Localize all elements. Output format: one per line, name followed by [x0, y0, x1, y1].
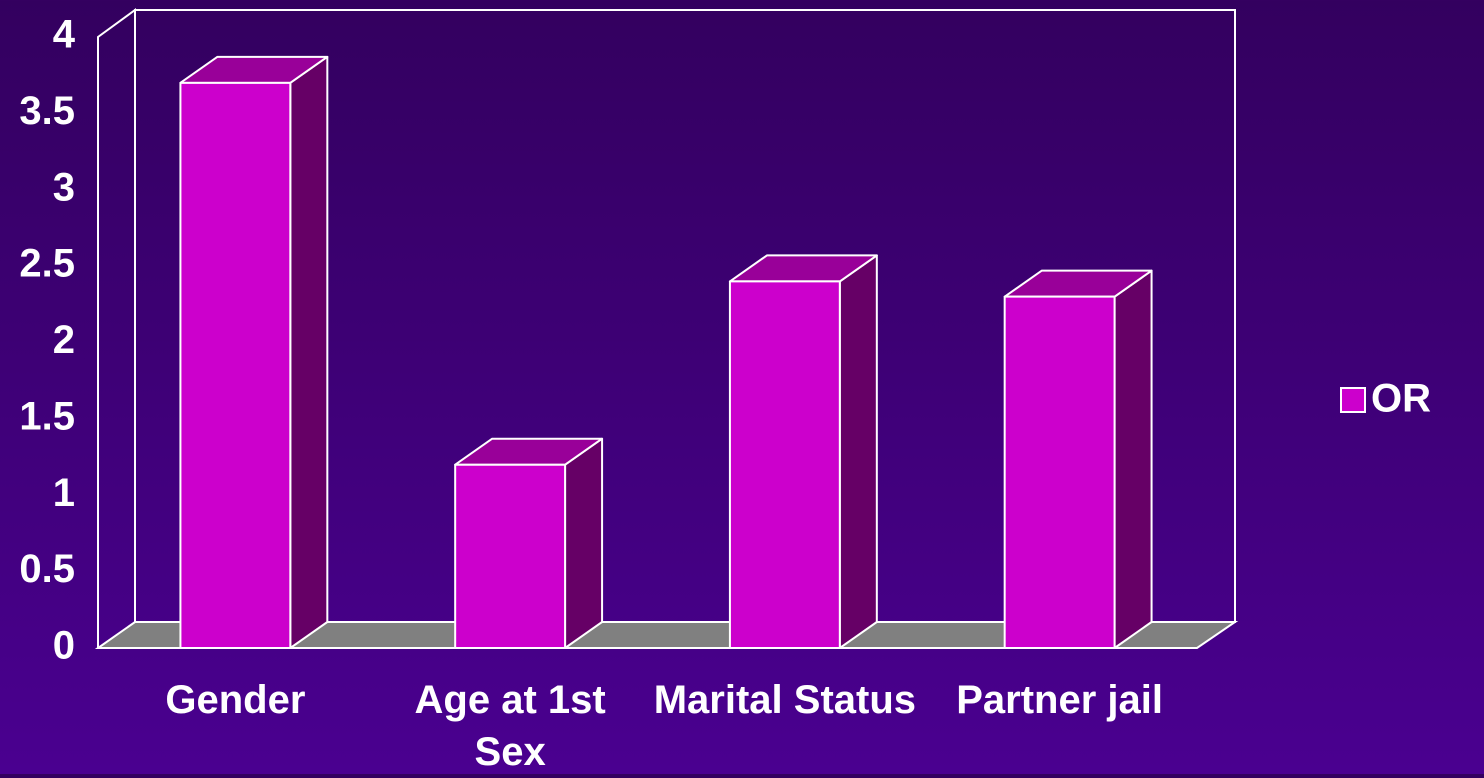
bar: [1003, 295, 1116, 649]
bar-side: [564, 437, 604, 649]
bar: [728, 280, 841, 649]
y-tick-label: 0: [53, 624, 75, 668]
bar-side: [289, 55, 329, 649]
bar: [179, 81, 292, 649]
legend-label: OR: [1371, 377, 1431, 421]
bar-side: [838, 254, 878, 649]
bar-side: [1113, 269, 1153, 649]
back-wall: [134, 9, 1236, 623]
y-tick-label: 2: [53, 318, 75, 362]
y-tick-label: 3: [53, 165, 75, 209]
y-tick-label: 2.5: [19, 242, 75, 286]
left-wall: [97, 8, 136, 648]
y-tick-label: 3.5: [19, 89, 75, 133]
y-tick-label: 1.5: [19, 394, 75, 438]
x-tick-label: Age at 1st Sex: [414, 678, 606, 774]
legend-swatch: [1340, 387, 1366, 413]
y-tick-label: 1: [53, 471, 75, 515]
x-tick-label: Marital Status: [653, 678, 917, 722]
y-tick-label: 0.5: [19, 547, 75, 591]
y-tick-label: 4: [53, 13, 76, 57]
x-tick-label: Gender: [165, 678, 306, 722]
x-tick-label: Partner jail: [956, 678, 1163, 722]
bar: [454, 463, 567, 650]
